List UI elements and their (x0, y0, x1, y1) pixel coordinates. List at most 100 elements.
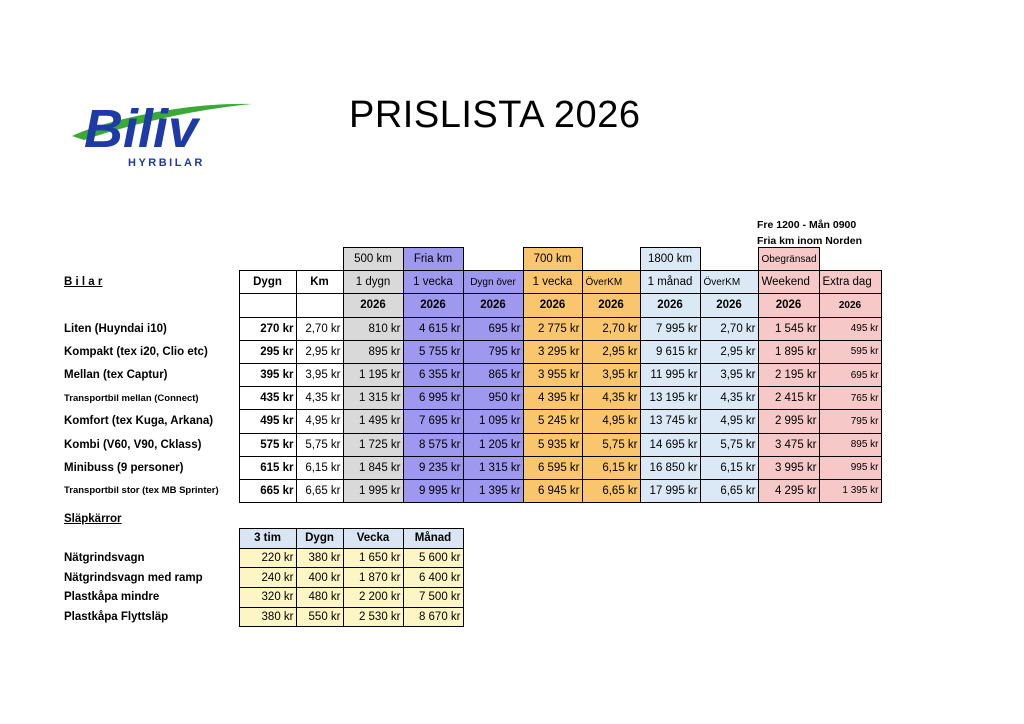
price-c8: 3 995 kr (757, 455, 820, 480)
car-name: Komfort (tex Kuga, Arkana) (64, 415, 214, 428)
price-c8: 1 545 kr (757, 316, 820, 341)
price-c2: 8 575 kr (402, 432, 464, 457)
biliv-logo-graphic: Biliv HYRBILAR (72, 99, 252, 169)
price-c2: 6 355 kr (402, 362, 464, 388)
price-dygn: 575 kr (238, 432, 297, 457)
header-1800km: 1800 km (639, 246, 701, 272)
trailer-row: Plastkåpa Flyttsläp 380 kr 550 kr 2 530 kr 8… (62, 606, 464, 628)
price-c3: 1 395 kr (462, 478, 524, 504)
price-c4: 5 245 kr (522, 409, 583, 434)
price-c9: 895 kr (818, 432, 882, 457)
price-c1: 1 995 kr (342, 478, 404, 504)
year-c8: 2026 (757, 293, 820, 318)
trailer-header-manad: Månad (402, 528, 464, 549)
trailer-price: 380 kr (295, 547, 344, 569)
trailer-header-3tim: 3 tim (238, 528, 297, 549)
header-overkm-700: ÖverKM (581, 270, 641, 295)
trailer-price: 320 kr (238, 587, 297, 608)
price-c3: 1 205 kr (462, 432, 524, 457)
price-c9: 765 kr (818, 386, 882, 411)
header-700km: 700 km (522, 246, 583, 272)
page-title: PRISLISTA 2026 (349, 94, 641, 136)
car-price-table: 500 km Fria km 700 km 1800 km Obegränsad… (62, 246, 882, 504)
header-1-dygn: 1 dygn (342, 270, 404, 295)
trailer-price: 8 670 kr (402, 606, 464, 628)
price-c6: 13 745 kr (639, 409, 701, 434)
trailer-price: 550 kr (295, 606, 344, 628)
header-1-manad: 1 månad (639, 270, 701, 295)
price-km: 3,95 kr (295, 362, 344, 388)
header-row-top: 500 km Fria km 700 km 1800 km Obegränsad (62, 246, 881, 272)
trailer-price: 1 870 kr (342, 567, 404, 589)
price-km: 2,95 kr (295, 339, 344, 364)
price-c8: 1 895 kr (757, 339, 820, 364)
price-c3: 865 kr (462, 362, 524, 388)
price-c5: 4,95 kr (581, 409, 641, 434)
price-c7: 2,70 kr (699, 316, 759, 341)
header-extra-dag: Extra dag (818, 270, 882, 295)
year-c5: 2026 (581, 293, 641, 318)
price-c7: 6,65 kr (699, 478, 759, 504)
brand-tagline: HYRBILAR (128, 157, 205, 169)
header-overkm-1800: ÖverKM (699, 270, 759, 295)
price-c4: 2 775 kr (522, 316, 583, 341)
car-row: Kombi (V60, V90, Cklass) 575 kr 5,75 kr 1 7… (62, 432, 882, 457)
year-c4: 2026 (522, 293, 583, 318)
price-km: 6,65 kr (295, 478, 344, 504)
price-c4: 6 945 kr (522, 478, 583, 504)
car-row: Kompakt (tex i20, Clio etc) 295 kr 2,95 kr… (62, 339, 882, 364)
price-c6: 17 995 kr (639, 478, 701, 504)
trailer-row: Plastkåpa mindre 320 kr 480 kr 2 200 kr 7 50… (62, 587, 464, 608)
section-label-bilar: B i l a r (64, 276, 103, 289)
price-c6: 14 695 kr (639, 432, 701, 457)
header-weekend: Weekend (757, 270, 820, 295)
car-row: Transportbil stor (tex MB Sprinter) 665 k… (62, 478, 882, 504)
price-c9: 1 395 kr (818, 478, 882, 504)
trailer-name: Nätgrindsvagn (64, 552, 145, 565)
price-c3: 695 kr (462, 316, 524, 341)
header-row-mid: B i l a r Dygn Km 1 dygn 1 vecka Dygn öv… (62, 270, 882, 295)
trailer-price-table: 3 tim Dygn Vecka Månad Nätgrindsvagn 220 … (62, 528, 464, 628)
price-c5: 6,15 kr (581, 455, 641, 480)
price-c5: 5,75 kr (581, 432, 641, 457)
price-c7: 3,95 kr (699, 362, 759, 388)
trailer-price: 220 kr (238, 547, 297, 569)
car-name: Liten (Huyndai i10) (64, 322, 167, 335)
biliv-logo: Biliv HYRBILAR (66, 92, 258, 172)
header-500km: 500 km (342, 246, 404, 272)
trailer-price: 2 200 kr (342, 587, 404, 608)
year-empty-dygn (238, 293, 297, 318)
trailer-price: 1 650 kr (342, 547, 404, 569)
car-name: Kombi (V60, V90, Cklass) (64, 438, 202, 451)
trailer-price: 240 kr (238, 567, 297, 589)
price-km: 2,70 kr (295, 316, 344, 341)
trailer-name: Plastkåpa mindre (64, 591, 160, 604)
price-c4: 3 955 kr (522, 362, 583, 388)
price-c3: 1 315 kr (462, 455, 524, 480)
price-c1: 1 495 kr (342, 409, 404, 434)
price-c6: 11 995 kr (639, 362, 701, 388)
price-c2: 4 615 kr (402, 316, 464, 341)
car-name: Transportbil stor (tex MB Sprinter) (64, 485, 219, 497)
trailer-header-vecka: Vecka (342, 528, 404, 549)
car-name: Transportbil mellan (Connect) (64, 392, 199, 404)
year-empty-km (295, 293, 344, 318)
price-c4: 3 295 kr (522, 339, 583, 364)
price-km: 4,35 kr (295, 386, 344, 411)
price-c8: 2 415 kr (757, 386, 820, 411)
trailer-price: 7 500 kr (402, 587, 464, 608)
price-dygn: 615 kr (238, 455, 297, 480)
price-c8: 2 995 kr (757, 409, 820, 434)
car-name: Mellan (tex Captur) (64, 369, 168, 382)
price-c1: 1 315 kr (342, 386, 404, 411)
price-dygn: 435 kr (238, 386, 297, 411)
price-km: 4,95 kr (295, 409, 344, 434)
trailer-price: 380 kr (238, 606, 297, 628)
car-row: Minibuss (9 personer) 615 kr 6,15 kr 1 845 … (62, 455, 882, 480)
car-name: Minibuss (9 personer) (64, 461, 184, 474)
price-dygn: 495 kr (238, 409, 297, 434)
price-c9: 795 kr (818, 409, 882, 434)
price-c2: 9 235 kr (402, 455, 464, 480)
weekend-note-time: Fre 1200 - Mån 0900 (757, 219, 857, 231)
header-row-year: 2026 2026 2026 2026 2026 2026 2026 2026 … (62, 293, 882, 318)
